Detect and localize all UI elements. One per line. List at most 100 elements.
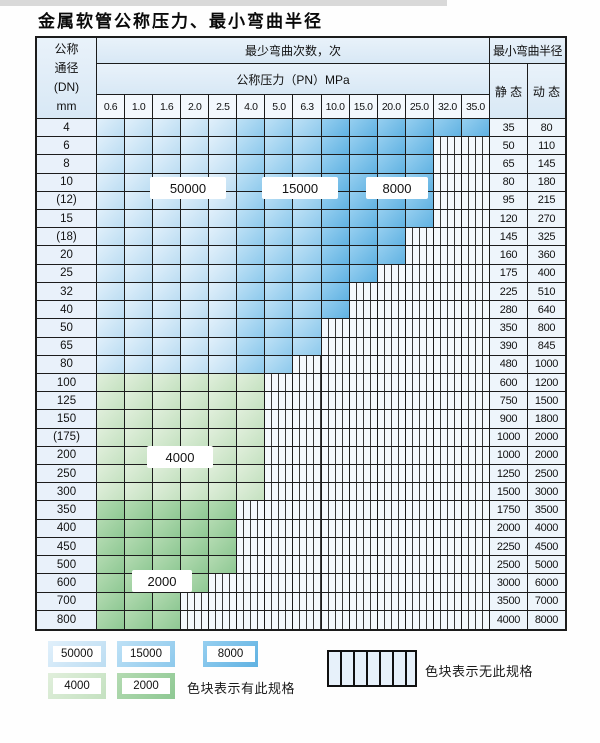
spec-cell bbox=[237, 501, 266, 520]
spec-cell bbox=[321, 519, 350, 538]
spec-cell bbox=[153, 155, 182, 174]
spec-cell bbox=[321, 483, 350, 502]
spec-cell bbox=[153, 465, 182, 484]
spec-cell bbox=[125, 155, 154, 174]
spec-cell bbox=[181, 337, 210, 356]
spec-cell bbox=[181, 501, 210, 520]
pressure-value-cell: 32.0 bbox=[433, 95, 462, 119]
spec-cell bbox=[181, 246, 210, 265]
spec-cell bbox=[405, 610, 434, 629]
spec-cell bbox=[153, 119, 182, 138]
spec-cell bbox=[321, 319, 350, 338]
dn-cell: 150 bbox=[37, 410, 97, 429]
spec-cell bbox=[237, 228, 266, 247]
spec-cell bbox=[321, 410, 350, 429]
spec-cell bbox=[237, 574, 266, 593]
spec-cell bbox=[433, 119, 462, 138]
spec-cell bbox=[349, 501, 378, 520]
spec-cell bbox=[153, 319, 182, 338]
dn-cell: 8 bbox=[37, 155, 97, 174]
spec-cell bbox=[405, 119, 434, 138]
spec-cell bbox=[181, 519, 210, 538]
spec-cell bbox=[321, 355, 350, 374]
spec-cell bbox=[97, 501, 126, 520]
spec-cell bbox=[97, 337, 126, 356]
spec-cell bbox=[321, 610, 350, 629]
spec-cell bbox=[405, 483, 434, 502]
spec-cell bbox=[97, 119, 126, 138]
spec-cell bbox=[181, 355, 210, 374]
spec-cell bbox=[237, 556, 266, 575]
spec-cell bbox=[97, 301, 126, 320]
static-value-cell: 280 bbox=[489, 301, 528, 320]
spec-cell bbox=[209, 465, 238, 484]
spec-cell bbox=[349, 264, 378, 283]
spec-cell bbox=[237, 519, 266, 538]
spec-cell bbox=[321, 246, 350, 265]
dn-cell: 600 bbox=[37, 574, 97, 593]
spec-cell bbox=[321, 392, 350, 411]
spec-cell bbox=[405, 337, 434, 356]
dn-column-header: 公称 通径 (DN) mm bbox=[37, 38, 97, 119]
spec-cell bbox=[125, 264, 154, 283]
spec-cell bbox=[293, 282, 322, 302]
spec-cell bbox=[461, 282, 490, 302]
spec-cell bbox=[377, 119, 406, 138]
spec-cell bbox=[377, 210, 406, 229]
spec-cell bbox=[321, 301, 350, 320]
dynamic-value-cell: 1000 bbox=[527, 355, 565, 374]
spec-cell bbox=[433, 355, 462, 374]
spec-cell bbox=[293, 446, 322, 466]
spec-cell bbox=[265, 210, 294, 229]
spec-cell bbox=[377, 319, 406, 338]
pressure-value-cell: 0.6 bbox=[97, 95, 126, 119]
spec-cell bbox=[321, 337, 350, 356]
dynamic-value-cell: 2000 bbox=[527, 446, 565, 466]
spec-cell bbox=[349, 373, 378, 393]
spec-cell bbox=[377, 446, 406, 466]
dynamic-value-cell: 3000 bbox=[527, 483, 565, 502]
spec-cell bbox=[405, 155, 434, 174]
spec-cell bbox=[293, 556, 322, 575]
spec-cell bbox=[97, 191, 126, 211]
spec-cell bbox=[125, 337, 154, 356]
dynamic-value-cell: 800 bbox=[527, 319, 565, 338]
spec-cell bbox=[237, 210, 266, 229]
spec-cell bbox=[349, 228, 378, 247]
dn-header-line1: 公称 bbox=[54, 42, 79, 56]
spec-cell bbox=[349, 337, 378, 356]
static-value-cell: 160 bbox=[489, 246, 528, 265]
dynamic-value-cell: 7000 bbox=[527, 592, 565, 611]
dn-cell: 125 bbox=[37, 392, 97, 411]
spec-cell bbox=[265, 519, 294, 538]
spec-cell bbox=[97, 173, 126, 192]
spec-cell bbox=[405, 574, 434, 593]
spec-cell bbox=[209, 501, 238, 520]
spec-cell bbox=[377, 574, 406, 593]
spec-cell bbox=[97, 556, 126, 575]
spec-cell bbox=[321, 228, 350, 247]
spec-cell bbox=[181, 282, 210, 302]
spec-cell bbox=[377, 264, 406, 283]
min-bend-radius-header: 最小弯曲半径 bbox=[489, 38, 565, 64]
dynamic-value-cell: 145 bbox=[527, 155, 565, 174]
spec-cell bbox=[125, 373, 154, 393]
spec-cell bbox=[181, 155, 210, 174]
dynamic-value-cell: 215 bbox=[527, 191, 565, 211]
spec-cell bbox=[181, 410, 210, 429]
legend-swatch-2000: 2000 bbox=[117, 673, 175, 699]
spec-cell bbox=[181, 228, 210, 247]
spec-cell bbox=[433, 465, 462, 484]
spec-cell bbox=[377, 337, 406, 356]
dynamic-value-cell: 360 bbox=[527, 246, 565, 265]
spec-cell bbox=[293, 301, 322, 320]
dn-cell: 300 bbox=[37, 483, 97, 502]
spec-cell bbox=[265, 610, 294, 629]
spec-cell bbox=[265, 392, 294, 411]
legend-no-spec-text: 色块表示无此规格 bbox=[425, 664, 534, 679]
spec-cell bbox=[377, 392, 406, 411]
spec-cell bbox=[237, 119, 266, 138]
spec-cell bbox=[181, 610, 210, 629]
spec-cell bbox=[265, 282, 294, 302]
spec-cell bbox=[237, 465, 266, 484]
